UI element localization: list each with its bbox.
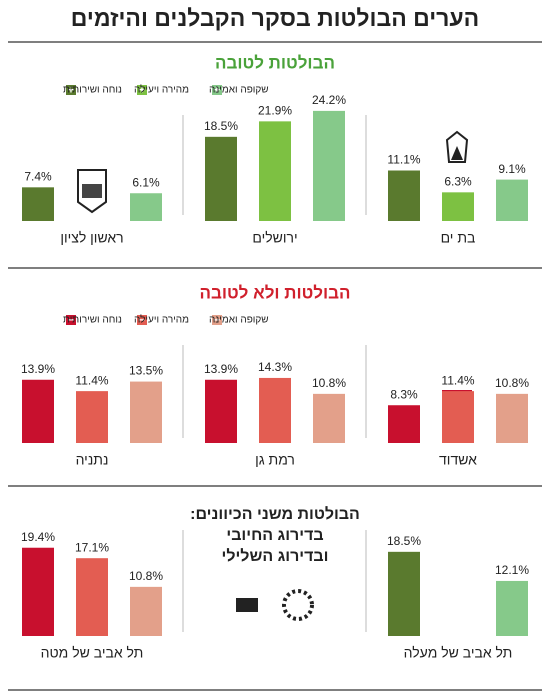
logo — [77, 169, 107, 214]
value-label: 18.5% — [204, 119, 238, 133]
bar — [388, 170, 420, 221]
value-label: 18.5% — [387, 534, 421, 548]
category-label: אשדוד — [439, 452, 477, 468]
bar — [388, 405, 420, 443]
bar — [496, 179, 528, 221]
value-label: 6.1% — [132, 175, 160, 189]
section-title: הבולטות לטובה — [215, 53, 335, 72]
legend-icon-sign: − — [214, 314, 220, 326]
logo — [236, 589, 314, 621]
legend-label: נוחה ושירותית — [63, 85, 122, 96]
value-label: 7.4% — [24, 170, 52, 184]
value-label: 10.8% — [129, 569, 163, 583]
legend-icon — [212, 315, 222, 325]
bar — [76, 558, 108, 636]
legend-label: מהירה ויעילה — [134, 84, 189, 96]
legend-icon-sign: + — [68, 84, 74, 96]
bar — [313, 110, 345, 221]
highlight-title: ובדירוג השלילי — [221, 547, 328, 565]
legend-label: נוחה ושירותית — [63, 315, 122, 326]
legend-icon-sign: + — [214, 84, 220, 96]
value-label: 17.1% — [75, 540, 109, 554]
highlight-title: בדירוג החיובי — [226, 527, 323, 544]
logo — [445, 130, 469, 163]
legend-icon — [66, 85, 76, 95]
category-label: רמת גן — [255, 452, 295, 468]
legend-icon-sign: + — [139, 84, 145, 96]
bar — [22, 547, 54, 636]
value-label: 13.9% — [204, 362, 238, 376]
value-label: 8.3% — [390, 387, 418, 401]
legend-icon — [137, 85, 147, 95]
bar — [259, 377, 291, 443]
value-label: 6.3% — [444, 175, 472, 189]
value-label: 11.1% — [387, 153, 420, 167]
value-label: 19.4% — [21, 530, 55, 544]
main-title: הערים הבולטות בסקר הקבלנים והיזמים — [71, 5, 479, 31]
bar — [496, 580, 528, 636]
section-title: הבולטות ולא לטובה — [199, 283, 350, 302]
value-label: 14.3% — [258, 360, 292, 374]
bar — [22, 187, 54, 221]
value-label: 10.8% — [495, 376, 529, 390]
value-label: 9.1% — [498, 162, 526, 176]
value-label: 13.5% — [129, 364, 163, 378]
legend-icon — [212, 85, 222, 95]
legend-label: שקופה ואמינה — [209, 85, 269, 96]
bar — [388, 551, 420, 636]
category-label: תל אביב של מטה — [41, 645, 144, 661]
bar — [22, 379, 54, 443]
highlight-title: הבולטות משני הכיוונים: — [190, 505, 360, 523]
bar — [130, 586, 162, 636]
bar — [259, 121, 291, 221]
value-label: 21.9% — [258, 104, 292, 118]
bar — [130, 381, 162, 443]
value-label: 10.8% — [312, 376, 346, 390]
category-label: נתניה — [76, 452, 109, 468]
legend-icon-sign: − — [68, 314, 74, 326]
legend-icon — [137, 315, 147, 325]
category-label: ראשון לציון — [60, 230, 123, 246]
bar — [496, 393, 528, 443]
bar — [313, 393, 345, 443]
bar — [442, 391, 474, 443]
legend-label: שקופה ואמינה — [209, 315, 269, 326]
bar — [442, 192, 474, 221]
legend-label: מהירה ויעילה — [134, 314, 189, 326]
category-label: בת ים — [441, 230, 476, 246]
bar — [130, 193, 162, 221]
bar — [205, 136, 237, 221]
bar — [205, 379, 237, 443]
value-label: 24.2% — [312, 93, 346, 107]
category-label: ירושלים — [252, 230, 297, 246]
category-label: תל אביב של מעלה — [404, 645, 513, 661]
legend-icon-sign: − — [139, 314, 145, 326]
value-label: 13.9% — [21, 362, 55, 376]
legend-icon — [66, 315, 76, 325]
bar — [76, 391, 108, 443]
value-label: 12.1% — [495, 563, 529, 577]
value-label: 11.4% — [441, 373, 474, 387]
value-label: 11.4% — [75, 373, 108, 387]
